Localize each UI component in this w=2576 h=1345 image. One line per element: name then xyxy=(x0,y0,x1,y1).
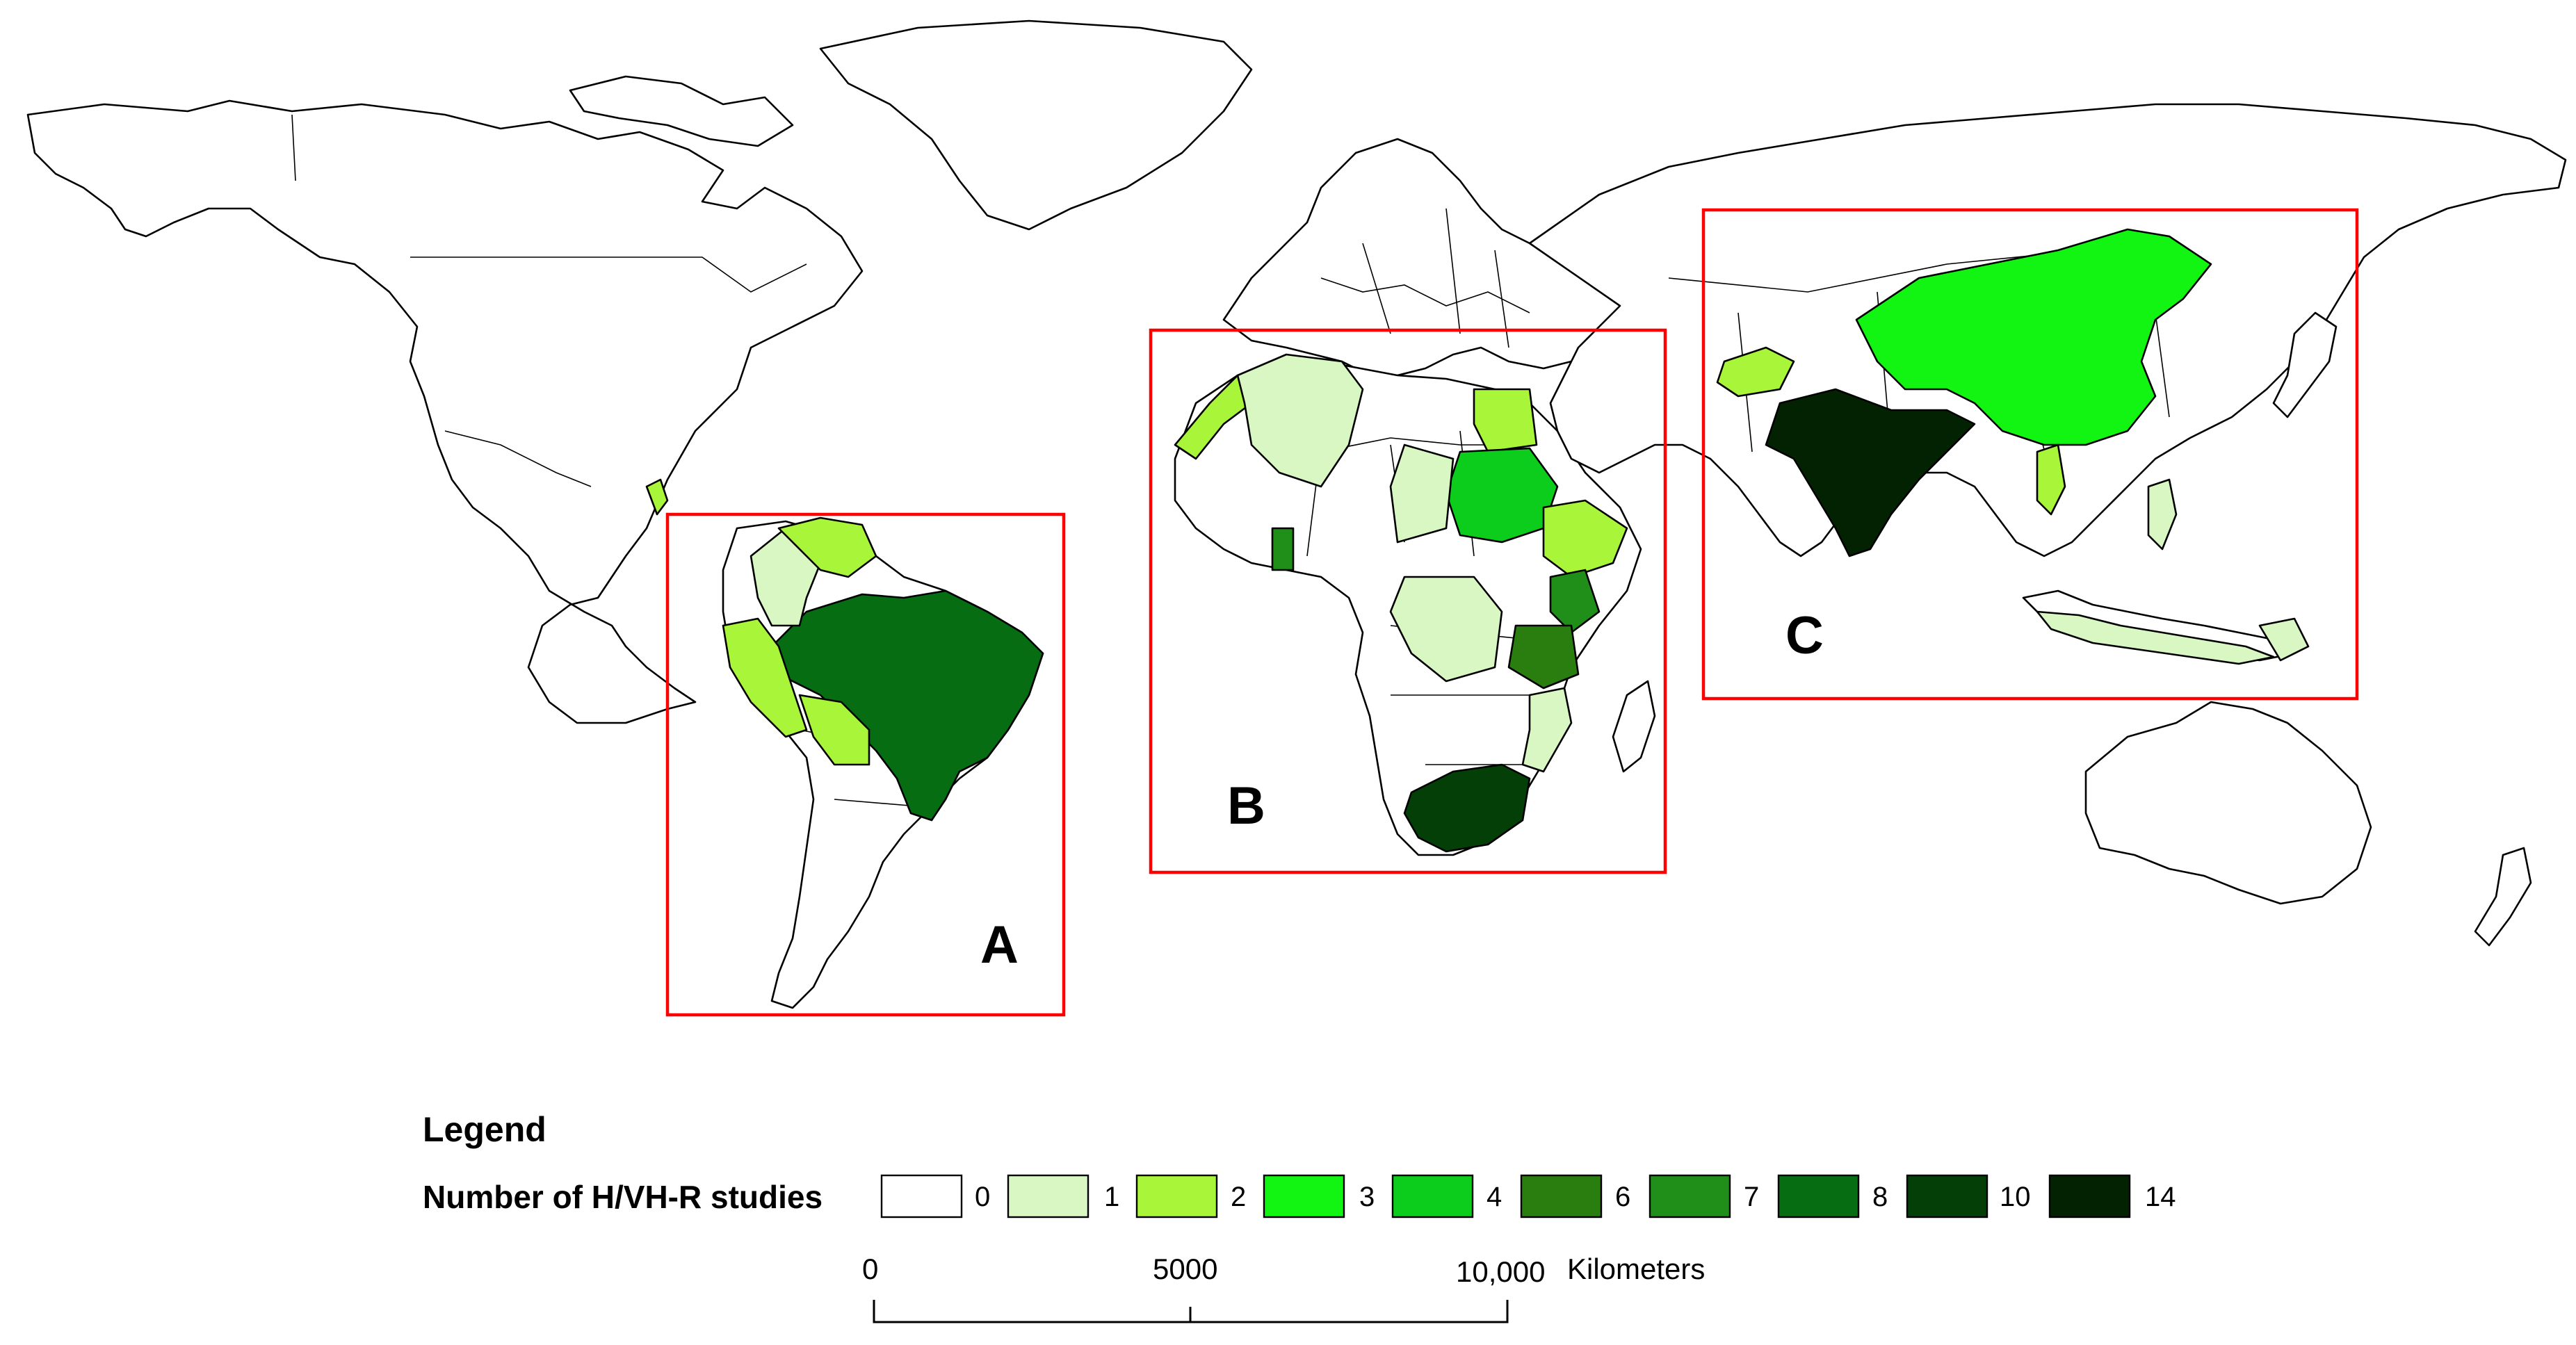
legend-swatch-2 xyxy=(1135,1174,1218,1218)
legend-swatch-4 xyxy=(1391,1174,1474,1218)
legend-value-4: 4 xyxy=(1487,1182,1502,1212)
new-zealand xyxy=(2474,847,2532,947)
legend-value-0: 0 xyxy=(975,1182,990,1212)
country-south-africa xyxy=(1403,763,1531,853)
region-box-b xyxy=(1149,328,1667,874)
europe-borders xyxy=(1320,208,1530,348)
legend-title: Legend xyxy=(423,1110,546,1149)
us-mexico-border xyxy=(444,430,592,487)
legend-swatch-1 xyxy=(1007,1174,1089,1218)
scale-tick-0: 0 xyxy=(862,1253,878,1285)
arctic-islands xyxy=(569,75,794,147)
legend-value-6: 6 xyxy=(1615,1182,1630,1212)
choropleth-countries xyxy=(645,228,2310,853)
country-papua-new-guinea xyxy=(2258,617,2310,662)
region-box-a xyxy=(665,512,1066,1017)
legend-class-6: 6 xyxy=(1520,1174,1630,1218)
country-chad xyxy=(1389,443,1455,544)
region-boxes: A B C xyxy=(665,208,2359,1017)
japan xyxy=(2272,311,2338,418)
legend-value-10: 10 xyxy=(2000,1182,2031,1212)
legend-class-1: 1 xyxy=(1007,1174,1119,1218)
legend-swatch-10 xyxy=(1906,1174,1988,1218)
legend-value-2: 2 xyxy=(1231,1182,1246,1212)
country-india xyxy=(1765,388,1976,557)
country-tanzania xyxy=(1507,624,1580,690)
country-ghana xyxy=(1271,527,1295,571)
country-china xyxy=(1855,228,2212,446)
north-america-landmass xyxy=(26,99,864,724)
legend-class-10: 10 xyxy=(1906,1174,2031,1218)
region-label-a: A xyxy=(980,915,1019,975)
country-central-america xyxy=(645,478,669,516)
country-afghanistan xyxy=(1716,346,1795,398)
country-peru xyxy=(722,617,808,738)
legend-value-3: 3 xyxy=(1359,1182,1375,1212)
country-mozambique xyxy=(1521,687,1573,773)
region-label-b: B xyxy=(1227,776,1265,835)
canada-us-border xyxy=(410,256,807,293)
country-ethiopia xyxy=(1542,499,1628,578)
country-kenya xyxy=(1549,569,1601,634)
legend: Legend Number of H/VH-R studies 0 1 2 3 … xyxy=(423,1110,2176,1218)
scale-bar-line xyxy=(873,1300,1509,1323)
basemap xyxy=(26,19,2567,1009)
scale-tick-10000: 10,000 xyxy=(1456,1255,1545,1288)
country-algeria xyxy=(1236,353,1364,488)
legend-class-0: 0 xyxy=(880,1174,990,1218)
legend-subtitle: Number of H/VH-R studies xyxy=(423,1179,823,1215)
scale-unit: Kilometers xyxy=(1567,1253,1705,1285)
region-label-c: C xyxy=(1785,606,1824,665)
country-venezuela xyxy=(777,516,877,578)
scale-bar: 0 5000 10,000 Kilometers xyxy=(862,1253,1705,1323)
alaska-border xyxy=(291,114,296,181)
legend-class-2: 2 xyxy=(1135,1174,1246,1218)
legend-value-7: 7 xyxy=(1744,1182,1759,1212)
country-indonesia xyxy=(2036,610,2275,665)
country-egypt xyxy=(1473,388,1538,453)
legend-swatch-8 xyxy=(1777,1174,1860,1218)
country-bolivia xyxy=(798,694,870,766)
legend-class-8: 8 xyxy=(1777,1174,1888,1218)
legend-class-14: 14 xyxy=(2048,1174,2176,1218)
legend-swatch-0 xyxy=(880,1174,963,1218)
legend-swatch-6 xyxy=(1520,1174,1603,1218)
legend-class-3: 3 xyxy=(1263,1174,1375,1218)
legend-class-4: 4 xyxy=(1391,1174,1502,1218)
scale-tick-5000: 5000 xyxy=(1153,1253,1217,1285)
greenland-landmass xyxy=(819,19,1253,231)
madagascar xyxy=(1612,680,1656,773)
country-drc xyxy=(1389,576,1503,683)
legend-swatch-14 xyxy=(2048,1174,2131,1218)
country-vietnam xyxy=(2036,443,2066,516)
legend-swatch-7 xyxy=(1649,1174,1731,1218)
legend-value-8: 8 xyxy=(1872,1182,1888,1212)
australia-landmass xyxy=(2084,701,2372,905)
legend-class-7: 7 xyxy=(1649,1174,1759,1218)
country-sudan xyxy=(1445,447,1559,544)
legend-swatch-3 xyxy=(1263,1174,1345,1218)
country-philippines xyxy=(2147,478,2178,551)
region-box-c xyxy=(1701,208,2359,701)
legend-value-1: 1 xyxy=(1104,1182,1119,1212)
legend-value-14: 14 xyxy=(2145,1182,2176,1212)
